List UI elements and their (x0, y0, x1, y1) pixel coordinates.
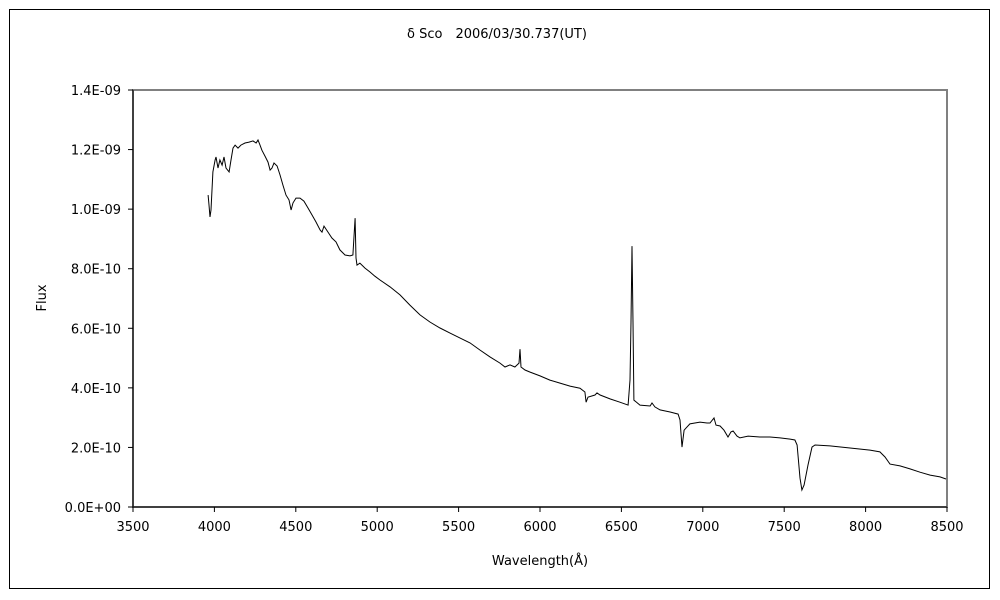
x-tick-label: 8500 (930, 520, 963, 535)
y-tick-label: 1.2E-09 (71, 144, 121, 159)
x-tick-label: 3500 (116, 520, 149, 535)
x-tick-label: 6500 (605, 520, 638, 535)
y-tick-label: 2.0E-10 (71, 441, 121, 456)
y-tick-label: 8.0E-10 (71, 263, 121, 278)
y-tick-label: 6.0E-10 (71, 322, 121, 337)
chart-title: δ Sco 2006/03/30.737(UT) (407, 27, 587, 42)
x-tick-label: 7500 (768, 520, 801, 535)
x-tick-label: 6000 (523, 520, 556, 535)
y-tick-label: 4.0E-10 (71, 382, 121, 397)
x-axis-label: Wavelength(Å) (492, 553, 588, 569)
y-tick-label: 0.0E+00 (65, 501, 121, 516)
x-tick-label: 4500 (279, 520, 312, 535)
x-tick-label: 4000 (198, 520, 231, 535)
series-line (207, 138, 947, 492)
x-tick-label: 5000 (361, 520, 394, 535)
y-axis-label: Flux (35, 284, 50, 311)
x-tick-label: 8000 (849, 520, 882, 535)
x-tick-label: 5500 (442, 520, 475, 535)
plot-area (132, 89, 948, 508)
y-tick-label: 1.4E-09 (71, 84, 121, 99)
x-tick-label: 7000 (686, 520, 719, 535)
chart-frame (9, 9, 990, 589)
y-tick-label: 1.0E-09 (71, 203, 121, 218)
